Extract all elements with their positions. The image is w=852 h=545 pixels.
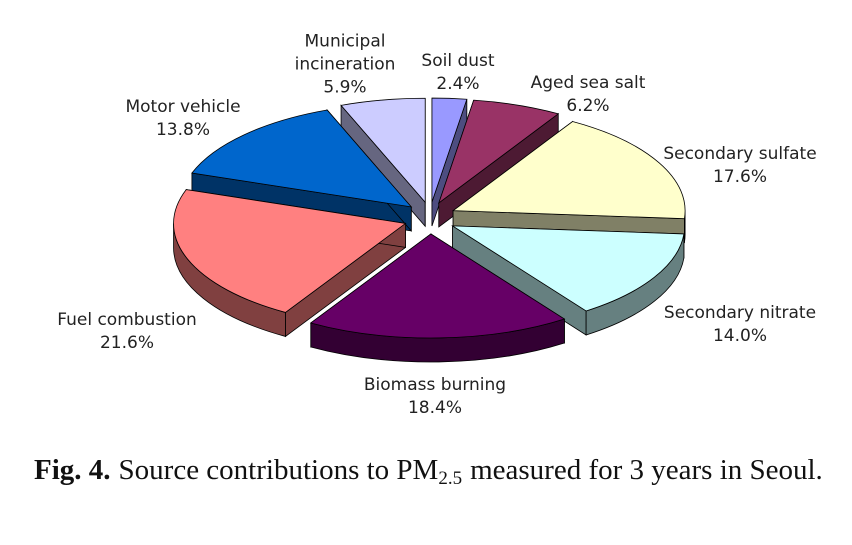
category-label: Secondary sulfate xyxy=(663,144,817,164)
category-label: Secondary nitrate xyxy=(663,303,817,323)
value-label: 14.0% xyxy=(712,326,768,346)
value-label: 5.9% xyxy=(323,77,367,98)
value-label: 2.4% xyxy=(436,74,480,94)
category-label: Aged sea salt xyxy=(530,73,646,93)
slice-label: Biomass burning 18.4% xyxy=(364,374,506,420)
slice-label: Aged sea salt 6.2% xyxy=(531,72,646,118)
category-label: Fuel combustion xyxy=(57,310,197,330)
value-label: 13.8% xyxy=(155,120,211,140)
slice-label: Soil dust 2.4% xyxy=(421,50,494,96)
caption: Fig. 4. Source contributions to PM2.5 meas… xyxy=(34,448,834,501)
caption-subscript: 2.5 xyxy=(438,468,463,489)
slice-label: Municipal incineration 5.9% xyxy=(280,31,410,100)
slice xyxy=(438,99,560,205)
category-label: Biomass burning xyxy=(363,375,507,395)
slice-label: Motor vehicle 13.8% xyxy=(125,96,240,142)
value-label: 18.4% xyxy=(407,398,463,418)
slice xyxy=(451,225,685,312)
chart xyxy=(173,97,686,363)
caption-text-after: measured for 3 years in Seoul. xyxy=(470,454,823,486)
value-label: 21.6% xyxy=(99,333,155,353)
category-label: Motor vehicle xyxy=(125,97,241,117)
slice xyxy=(191,109,413,208)
caption-label: Fig. 4. xyxy=(34,454,111,486)
value-label: 17.6% xyxy=(712,167,768,187)
slice xyxy=(340,97,426,204)
slice-label: Secondary sulfate 17.6% xyxy=(663,143,816,189)
category-label: Soil dust xyxy=(421,51,495,71)
slice xyxy=(431,97,468,203)
category-label: Municipal incineration xyxy=(294,31,396,75)
slice xyxy=(451,121,686,220)
slice xyxy=(173,189,407,313)
value-label: 6.2% xyxy=(566,96,610,116)
slice-label: Secondary nitrate 14.0% xyxy=(664,302,816,348)
slice xyxy=(309,233,566,339)
caption-text: Source contributions to PM xyxy=(118,454,439,486)
slice-label: Fuel combustion 21.6% xyxy=(57,309,197,355)
